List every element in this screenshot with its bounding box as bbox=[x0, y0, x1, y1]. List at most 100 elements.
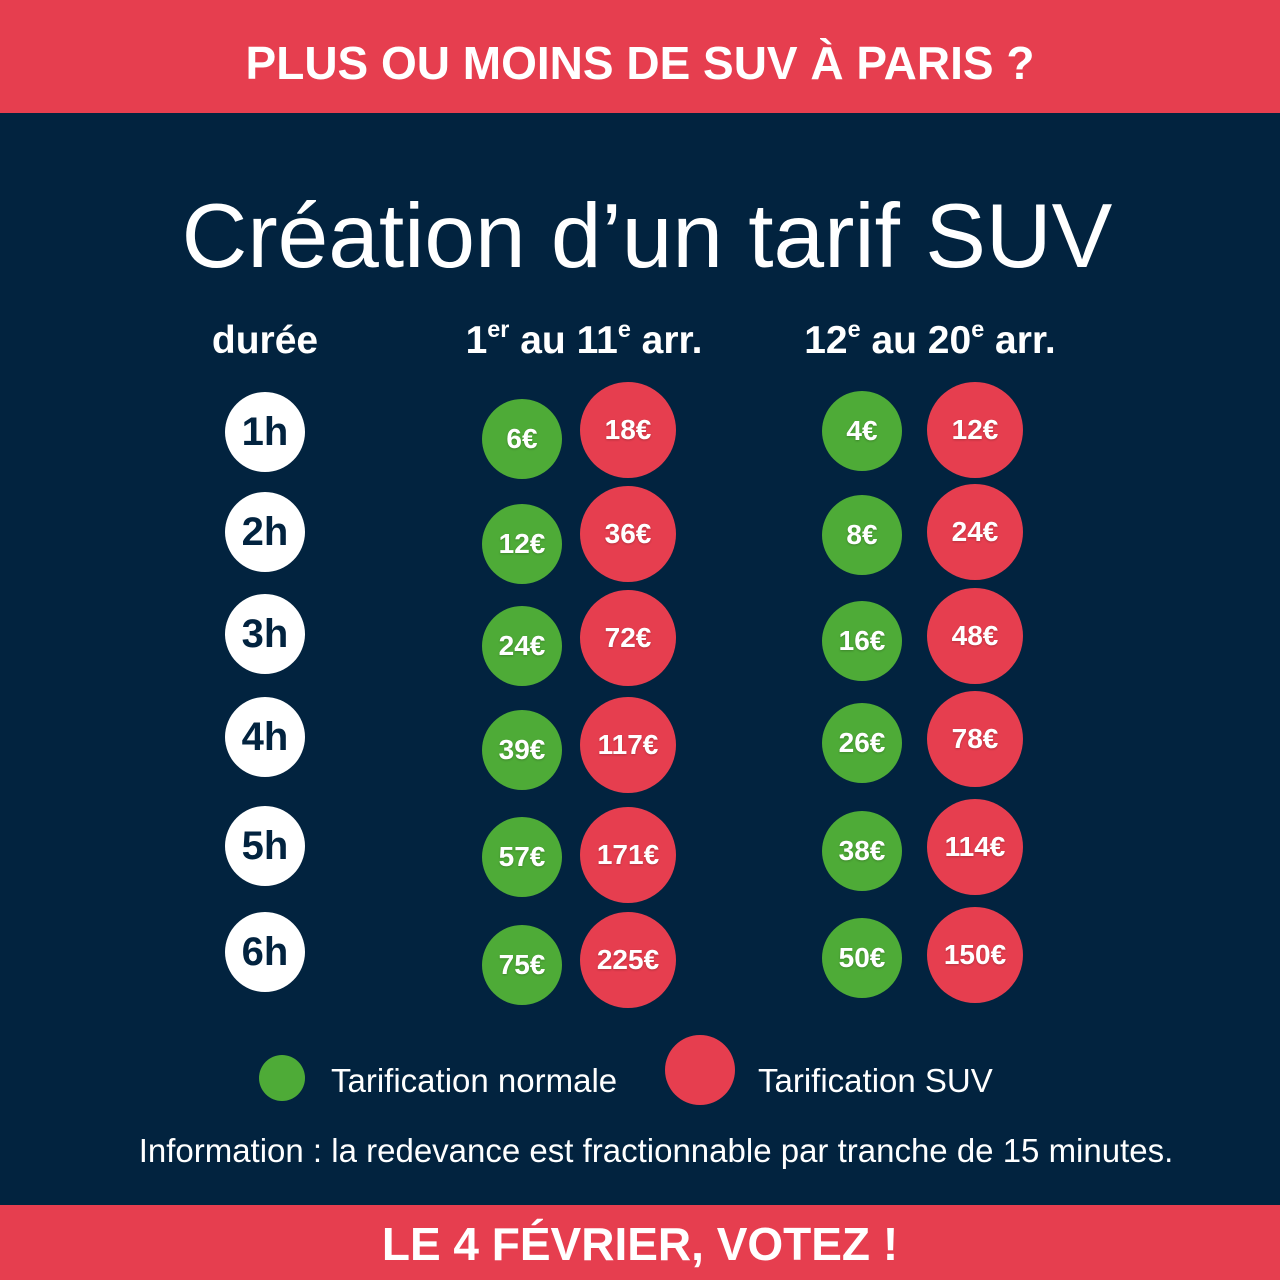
suv-price-bubble: 12€ bbox=[927, 382, 1023, 478]
currency-symbol: € bbox=[982, 723, 999, 754]
currency-symbol: € bbox=[982, 516, 999, 547]
currency-symbol: € bbox=[529, 630, 546, 661]
price-value: 171 bbox=[596, 839, 644, 870]
suv-price-bubble: 72€ bbox=[580, 590, 676, 686]
column-header-superscript: er bbox=[487, 316, 510, 343]
suv-price-bubble: 36€ bbox=[580, 486, 676, 582]
price-label: 12€ bbox=[499, 530, 546, 558]
duration-label: 6h bbox=[241, 930, 289, 974]
price-value: 150 bbox=[943, 939, 991, 970]
column-header-superscript: e bbox=[847, 316, 861, 343]
header-banner: PLUS OU MOINS DE SUV À PARIS ? bbox=[0, 0, 1280, 113]
price-value: 38 bbox=[838, 835, 870, 866]
duration-circle: 4h bbox=[225, 697, 305, 777]
suv-price-bubble: 78€ bbox=[927, 691, 1023, 787]
price-value: 57 bbox=[498, 841, 530, 872]
price-label: 38€ bbox=[839, 837, 886, 865]
currency-symbol: € bbox=[643, 944, 660, 975]
normal-price-bubble: 38€ bbox=[822, 811, 902, 891]
price-value: 12 bbox=[951, 414, 983, 445]
normal-price-bubble: 39€ bbox=[482, 710, 562, 790]
price-label: 150€ bbox=[944, 941, 1006, 969]
price-label: 26€ bbox=[839, 729, 886, 757]
column-header-text: 12 bbox=[804, 319, 848, 362]
column-header-superscript: e bbox=[617, 316, 631, 343]
normal-price-bubble: 4€ bbox=[822, 391, 902, 471]
duration-label: 4h bbox=[241, 715, 289, 759]
footnote: Information : la redevance est fractionn… bbox=[138, 1132, 1174, 1169]
currency-symbol: € bbox=[529, 949, 546, 980]
price-value: 225 bbox=[596, 944, 644, 975]
currency-symbol: € bbox=[862, 519, 878, 550]
duration-label: 3h bbox=[241, 612, 289, 656]
price-label: 18€ bbox=[605, 416, 652, 444]
currency-symbol: € bbox=[869, 625, 886, 656]
normal-price-bubble: 50€ bbox=[822, 918, 902, 998]
price-label: 72€ bbox=[605, 624, 652, 652]
normal-price-bubble: 12€ bbox=[482, 504, 562, 584]
legend-swatch-suv bbox=[665, 1035, 735, 1105]
column-header-text: 1 bbox=[465, 319, 488, 362]
column-header-text: arr. bbox=[630, 319, 703, 362]
duration-circle: 5h bbox=[225, 806, 305, 886]
price-label: 75€ bbox=[499, 951, 546, 979]
duration-label: 2h bbox=[241, 510, 289, 554]
column-header-zone-2: 12e au 20e arr. bbox=[760, 316, 1100, 368]
price-label: 12€ bbox=[952, 416, 999, 444]
price-label: 24€ bbox=[952, 518, 999, 546]
currency-symbol: € bbox=[982, 414, 999, 445]
currency-symbol: € bbox=[529, 841, 546, 872]
price-value: 72 bbox=[604, 622, 636, 653]
normal-price-bubble: 16€ bbox=[822, 601, 902, 681]
legend-label-suv: Tarification SUV bbox=[758, 1062, 993, 1099]
suv-price-bubble: 225€ bbox=[580, 912, 676, 1008]
suv-price-bubble: 117€ bbox=[580, 697, 676, 793]
price-value: 117 bbox=[597, 729, 643, 760]
price-label: 36€ bbox=[605, 520, 652, 548]
footer-banner: LE 4 FÉVRIER, VOTEZ ! bbox=[0, 1205, 1280, 1280]
price-value: 6 bbox=[506, 423, 522, 454]
suv-price-bubble: 114€ bbox=[927, 799, 1023, 895]
price-value: 48 bbox=[951, 620, 983, 651]
legend: Tarification normale Tarification SUV bbox=[0, 1020, 1280, 1120]
price-value: 24 bbox=[951, 516, 983, 547]
price-value: 78 bbox=[951, 723, 983, 754]
currency-symbol: € bbox=[862, 415, 878, 446]
price-label: 39€ bbox=[499, 736, 546, 764]
price-label: 4€ bbox=[846, 417, 877, 445]
currency-symbol: € bbox=[869, 835, 886, 866]
price-label: 8€ bbox=[846, 521, 877, 549]
price-value: 36 bbox=[604, 518, 636, 549]
price-value: 4 bbox=[846, 415, 862, 446]
column-header-superscript: e bbox=[971, 316, 985, 343]
normal-price-bubble: 8€ bbox=[822, 495, 902, 575]
suv-price-bubble: 171€ bbox=[580, 807, 676, 903]
price-value: 75 bbox=[498, 949, 530, 980]
price-label: 48€ bbox=[952, 622, 999, 650]
currency-symbol: € bbox=[643, 839, 660, 870]
header-banner-text: PLUS OU MOINS DE SUV À PARIS ? bbox=[245, 37, 1035, 89]
duration-label: 1h bbox=[241, 410, 289, 454]
duration-circle: 2h bbox=[225, 492, 305, 572]
currency-symbol: € bbox=[635, 622, 652, 653]
price-label: 6€ bbox=[506, 425, 537, 453]
price-label: 171€ bbox=[597, 841, 659, 869]
price-label: 50€ bbox=[839, 944, 886, 972]
price-value: 18 bbox=[604, 414, 636, 445]
column-header-text: arr. bbox=[984, 319, 1056, 362]
price-value: 8 bbox=[846, 519, 862, 550]
currency-symbol: € bbox=[522, 423, 538, 454]
normal-price-bubble: 24€ bbox=[482, 606, 562, 686]
price-label: 78€ bbox=[952, 725, 999, 753]
price-label: 114€ bbox=[945, 833, 1006, 861]
duration-label: 5h bbox=[241, 824, 289, 868]
column-header-text: au 11 bbox=[509, 319, 618, 362]
currency-symbol: € bbox=[529, 528, 546, 559]
currency-symbol: € bbox=[990, 939, 1007, 970]
price-value: 12 bbox=[498, 528, 530, 559]
footer-banner-text: LE 4 FÉVRIER, VOTEZ ! bbox=[381, 1218, 899, 1270]
price-label: 16€ bbox=[839, 627, 886, 655]
suv-price-bubble: 18€ bbox=[580, 382, 676, 478]
column-header-zone-1: 1er au 11e arr. bbox=[414, 316, 754, 368]
